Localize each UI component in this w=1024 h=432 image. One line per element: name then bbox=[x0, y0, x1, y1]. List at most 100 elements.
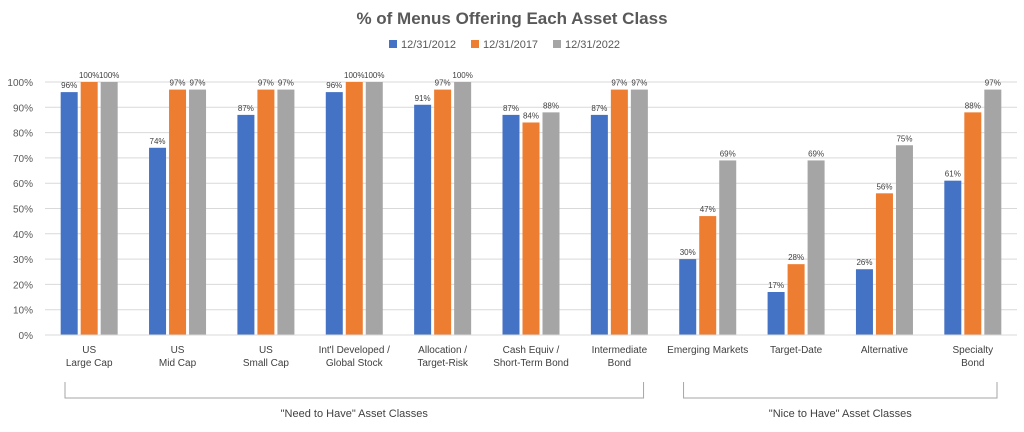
x-tick-label: Large Cap bbox=[66, 358, 113, 369]
bar-value-label: 97% bbox=[435, 79, 451, 88]
bar-value-label: 26% bbox=[856, 258, 872, 267]
group-label: "Need to Have" Asset Classes bbox=[281, 408, 429, 420]
bar bbox=[855, 269, 873, 335]
bar-value-label: 30% bbox=[680, 248, 696, 257]
bar bbox=[502, 114, 520, 335]
bar-value-label: 88% bbox=[543, 101, 559, 110]
y-tick-label: 10% bbox=[13, 306, 33, 317]
bar-value-label: 47% bbox=[700, 205, 716, 214]
bar-value-label: 97% bbox=[631, 79, 647, 88]
bar bbox=[679, 259, 697, 335]
x-tick-label: Bond bbox=[961, 358, 984, 369]
y-axis: 0% 10% 20% 30% 40% 50% 60% 70% 80% 90% 100% bbox=[7, 78, 33, 342]
bar-value-label: 100% bbox=[99, 71, 119, 80]
bar bbox=[630, 89, 648, 335]
group-bracket bbox=[683, 382, 998, 399]
bar bbox=[719, 160, 737, 335]
x-tick-label: US bbox=[259, 345, 273, 356]
x-tick-label: Target-Risk bbox=[417, 358, 469, 369]
y-tick-label: 100% bbox=[7, 78, 33, 89]
bar-value-label: 97% bbox=[611, 79, 627, 88]
bar bbox=[277, 89, 295, 335]
y-tick-label: 90% bbox=[13, 103, 33, 114]
y-tick-label: 60% bbox=[13, 179, 33, 190]
bar bbox=[257, 89, 275, 335]
y-tick-label: 20% bbox=[13, 280, 33, 291]
y-tick-label: 80% bbox=[13, 129, 33, 140]
bar bbox=[80, 82, 98, 335]
bar bbox=[60, 92, 78, 336]
bar bbox=[875, 193, 893, 335]
bar bbox=[767, 291, 785, 335]
y-tick-label: 50% bbox=[13, 205, 33, 216]
x-tick-label: Target-Date bbox=[770, 345, 823, 356]
bar bbox=[100, 82, 118, 335]
bar bbox=[454, 82, 472, 335]
bar bbox=[944, 180, 962, 335]
y-tick-label: 0% bbox=[19, 331, 34, 342]
x-tick-label: Global Stock bbox=[326, 358, 384, 369]
bar-value-label: 96% bbox=[326, 81, 342, 90]
bar-value-label: 28% bbox=[788, 253, 804, 262]
y-tick-label: 70% bbox=[13, 154, 33, 165]
bar-value-label: 100% bbox=[79, 71, 99, 80]
bar-value-label: 69% bbox=[808, 149, 824, 158]
chart-title: % of Menus Offering Each Asset Class bbox=[356, 9, 667, 28]
legend-swatch bbox=[471, 40, 479, 48]
x-tick-label: Int'l Developed / bbox=[319, 345, 391, 356]
bar bbox=[610, 89, 628, 335]
bar-value-label: 87% bbox=[503, 104, 519, 113]
bar bbox=[169, 89, 187, 335]
x-tick-label: Intermediate bbox=[592, 345, 648, 356]
x-tick-label: US bbox=[171, 345, 185, 356]
y-tick-label: 30% bbox=[13, 255, 33, 266]
bar bbox=[590, 114, 608, 335]
bar-value-label: 96% bbox=[61, 81, 77, 90]
group-label: "Nice to Have" Asset Classes bbox=[769, 408, 912, 420]
bar bbox=[807, 160, 825, 335]
bar bbox=[414, 104, 432, 336]
x-tick-label: Emerging Markets bbox=[667, 345, 748, 356]
x-tick-label: Mid Cap bbox=[159, 358, 197, 369]
x-tick-label: Allocation / bbox=[418, 345, 467, 356]
x-tick-label: Small Cap bbox=[243, 358, 290, 369]
bar-value-label: 56% bbox=[876, 182, 892, 191]
bar bbox=[542, 112, 560, 335]
bar-value-label: 84% bbox=[523, 111, 539, 120]
legend-label: 12/31/2022 bbox=[565, 39, 620, 51]
bar bbox=[149, 147, 167, 335]
bar-value-label: 100% bbox=[344, 71, 364, 80]
x-tick-label: Cash Equiv / bbox=[503, 345, 560, 356]
bar-value-label: 97% bbox=[190, 79, 206, 88]
y-tick-label: 40% bbox=[13, 230, 33, 241]
bar-value-label: 69% bbox=[720, 149, 736, 158]
legend-label: 12/31/2012 bbox=[401, 39, 456, 51]
bar bbox=[522, 122, 540, 335]
x-axis: US Large Cap US Mid Cap US Small Cap Int'l Dev… bbox=[45, 334, 1017, 369]
x-tick-label: Specialty bbox=[953, 345, 994, 356]
bar bbox=[345, 82, 363, 335]
bar-value-label: 87% bbox=[591, 104, 607, 113]
bar-value-label: 97% bbox=[258, 79, 274, 88]
bar-value-label: 97% bbox=[278, 79, 294, 88]
x-tick-label: Alternative bbox=[861, 345, 909, 356]
bar-value-label: 88% bbox=[965, 101, 981, 110]
legend-swatch bbox=[553, 40, 561, 48]
x-tick-label: US bbox=[82, 345, 96, 356]
group-bracket bbox=[64, 382, 645, 399]
bar bbox=[964, 112, 982, 335]
bars: 96%100% 100%74%97% 97%87%97% 97% 96%100% 100%… bbox=[60, 71, 1002, 336]
bar-value-label: 91% bbox=[415, 94, 431, 103]
bar bbox=[237, 114, 255, 335]
bar-value-label: 87% bbox=[238, 104, 254, 113]
bar-value-label: 100% bbox=[364, 71, 384, 80]
bar-value-label: 100% bbox=[452, 71, 472, 80]
group-brackets: "Need to Have" Asset Classes "Nice to Hav… bbox=[64, 382, 998, 420]
bar-value-label: 97% bbox=[985, 79, 1001, 88]
bar bbox=[895, 145, 913, 335]
bar bbox=[365, 82, 383, 335]
bar bbox=[189, 89, 207, 335]
bar bbox=[325, 92, 343, 336]
